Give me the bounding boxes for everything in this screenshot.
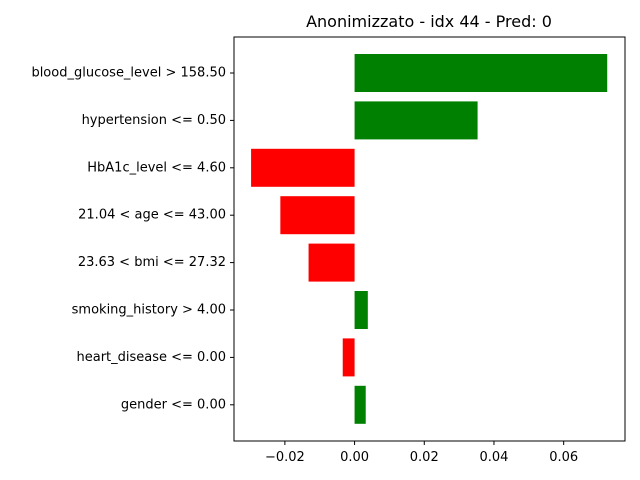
- y-tick-label: smoking_history > 4.00: [72, 303, 226, 318]
- bar-2: [251, 148, 355, 187]
- y-tick-label: heart_disease <= 0.00: [76, 350, 226, 365]
- chart-title: Anonimizzato - idx 44 - Pred: 0: [306, 12, 552, 31]
- x-tick-label: 0.00: [340, 450, 369, 465]
- bar-6: [342, 338, 355, 377]
- y-tick-label: gender <= 0.00: [121, 397, 226, 412]
- y-tick-label: HbA1c_level <= 4.60: [87, 160, 226, 175]
- bar-3: [280, 196, 355, 235]
- bar-1: [354, 101, 478, 140]
- x-tick-label: 0.02: [410, 450, 439, 465]
- y-tick-label: blood_glucose_level > 158.50: [31, 66, 226, 81]
- bar-0: [354, 54, 608, 92]
- x-ticks-group: −0.02 0.00 0.02 0.04 0.06: [265, 441, 578, 465]
- y-tick-label: 23.63 < bmi <= 27.32: [78, 255, 226, 270]
- bar-4: [308, 243, 355, 282]
- bar-5: [354, 291, 368, 329]
- y-ticks-group: blood_glucose_level > 158.50 hypertension…: [31, 66, 234, 412]
- x-tick-label: 0.06: [549, 450, 578, 465]
- x-tick-label: 0.04: [479, 450, 508, 465]
- bars-group: [251, 54, 608, 424]
- axes-frame: [233, 36, 626, 442]
- x-tick-label: −0.02: [265, 450, 305, 465]
- y-tick-label: 21.04 < age <= 43.00: [78, 208, 226, 223]
- y-tick-label: hypertension <= 0.50: [82, 113, 226, 128]
- bar-7: [354, 385, 366, 424]
